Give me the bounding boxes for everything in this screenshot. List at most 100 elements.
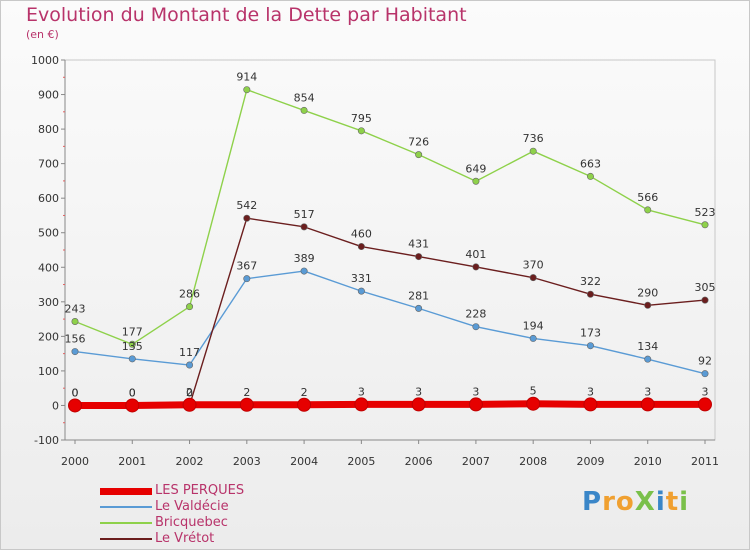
data-label: 2: [186, 386, 193, 399]
data-point: [415, 253, 423, 261]
data-point: [472, 263, 480, 271]
y-tick-label: 500: [38, 227, 59, 240]
data-label: 914: [236, 71, 257, 84]
data-label: 736: [523, 132, 544, 145]
x-tick-label: 2002: [176, 455, 204, 468]
data-label: 0: [129, 386, 136, 399]
data-point: [586, 290, 594, 298]
data-label: 0: [129, 386, 136, 399]
data-label: 177: [122, 325, 143, 338]
legend-swatch: [100, 538, 152, 540]
data-label: 795: [351, 112, 372, 125]
data-label: 135: [122, 340, 143, 353]
data-label: 370: [523, 259, 544, 272]
y-tick-label: 800: [38, 123, 59, 136]
data-point: [182, 397, 197, 412]
data-point: [415, 304, 423, 312]
y-tick-label: 100: [38, 365, 59, 378]
data-point: [71, 348, 79, 356]
data-point: [701, 370, 709, 378]
data-label: 566: [637, 191, 658, 204]
data-label: 322: [580, 275, 601, 288]
legend-label: Le Vrétot: [155, 531, 215, 546]
data-label: 854: [294, 91, 315, 104]
x-tick-label: 2001: [118, 455, 146, 468]
y-tick-label: -100: [34, 434, 59, 447]
chart-subtitle: (en €): [26, 28, 59, 41]
data-point: [128, 355, 136, 363]
logo-letter: P: [582, 487, 603, 517]
data-point: [701, 296, 709, 304]
data-label: 3: [644, 385, 651, 398]
data-label: 389: [294, 252, 315, 265]
y-tick-label: 0: [52, 399, 59, 412]
data-point: [128, 340, 136, 348]
plot-area: [64, 59, 716, 441]
data-label: 367: [236, 260, 257, 273]
data-point: [586, 172, 594, 180]
series-line: [75, 400, 705, 409]
data-point: [415, 151, 423, 159]
x-tick-label: 2009: [576, 455, 604, 468]
data-label: 117: [179, 346, 200, 359]
y-tick-label: 700: [38, 158, 59, 171]
y-tick-label: 400: [38, 261, 59, 274]
data-label: 5: [530, 385, 537, 398]
data-label: 517: [294, 208, 315, 221]
data-label: 460: [351, 228, 372, 241]
legend-label: Le Valdécie: [155, 499, 229, 514]
data-label: 523: [695, 206, 716, 219]
x-tick-label: 2011: [691, 455, 719, 468]
data-label: 3: [472, 385, 479, 398]
data-label: 228: [465, 308, 486, 321]
data-label: 286: [179, 288, 200, 301]
x-tick-label: 2005: [347, 455, 375, 468]
data-label: 2: [301, 386, 308, 399]
data-label: 726: [408, 136, 429, 149]
data-label: 3: [702, 385, 709, 398]
data-point: [300, 267, 308, 275]
data-label: 663: [580, 157, 601, 170]
data-point: [243, 214, 251, 222]
x-tick-label: 2006: [405, 455, 433, 468]
data-point: [529, 334, 537, 342]
data-point: [357, 127, 365, 135]
data-label: 243: [65, 303, 86, 316]
data-point: [186, 303, 194, 311]
data-point: [698, 397, 712, 412]
data-label: 542: [236, 199, 257, 212]
x-tick-label: 2000: [61, 455, 89, 468]
data-label: 0: [72, 386, 79, 399]
data-point: [243, 86, 251, 94]
y-tick-label: 600: [38, 192, 59, 205]
data-label: 431: [408, 238, 429, 251]
data-label: 134: [637, 340, 658, 353]
data-label: 290: [637, 286, 658, 299]
data-point: [529, 147, 537, 155]
data-point: [640, 397, 655, 412]
legend-swatch: [100, 506, 152, 508]
series-line: [75, 217, 706, 407]
data-label: 331: [351, 272, 372, 285]
data-point: [411, 397, 426, 412]
logo-letter: X: [634, 487, 656, 517]
data-point: [125, 398, 140, 413]
legend-label: Bricquebec: [155, 515, 228, 530]
data-label: 305: [695, 281, 716, 294]
data-point: [354, 397, 369, 412]
data-label: 281: [408, 289, 429, 302]
y-tick-label: 300: [38, 296, 59, 309]
data-label: 0: [186, 386, 193, 399]
data-point: [586, 342, 594, 350]
data-point: [357, 243, 365, 251]
data-point: [300, 106, 308, 114]
y-tick-label: 1000: [31, 54, 59, 67]
data-label: 194: [523, 319, 544, 332]
data-point: [297, 397, 312, 412]
logo-letter: i: [679, 487, 690, 517]
series-line: [74, 89, 706, 346]
data-point: [526, 396, 541, 411]
series-line: [74, 270, 706, 375]
data-point: [243, 275, 251, 283]
